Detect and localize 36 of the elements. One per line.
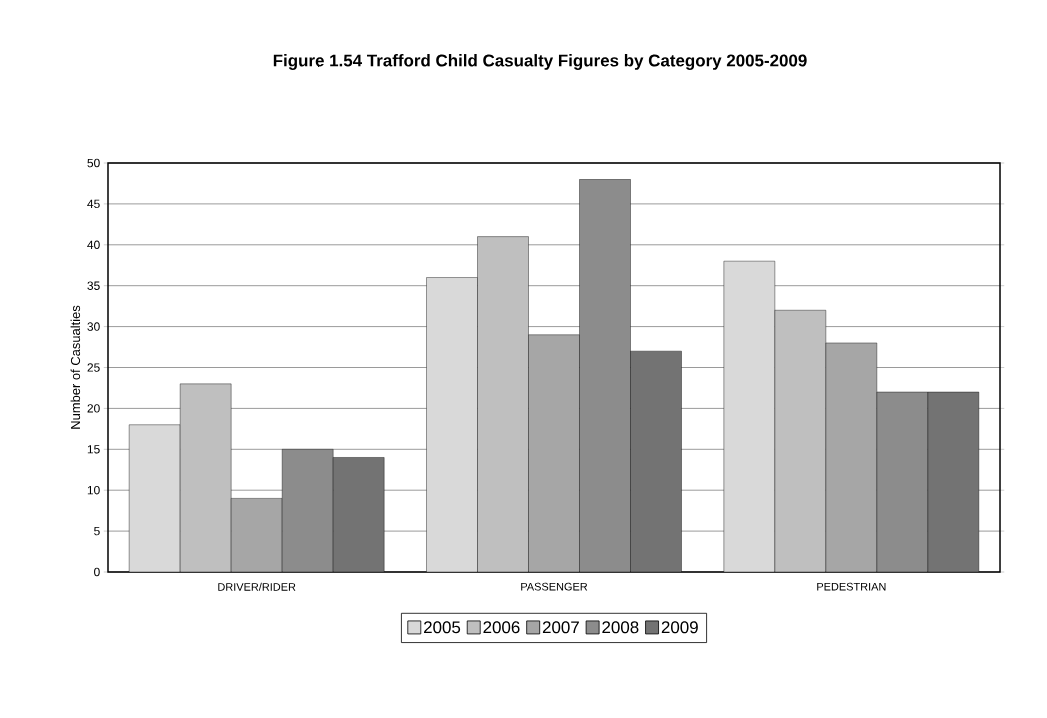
x-tick-label: PEDESTRIAN <box>817 582 886 591</box>
y-tick-label: 10 <box>87 485 100 495</box>
y-tick-label: 50 <box>87 158 100 168</box>
bar <box>630 350 682 572</box>
legend-label: 2006 <box>483 621 520 634</box>
x-tick-label: PASSENGER <box>521 582 588 591</box>
y-tick-label: 35 <box>87 281 100 290</box>
bar <box>927 391 980 572</box>
y-tick-label: 40 <box>87 240 100 250</box>
x-tick-label: DRIVER/RIDER <box>218 582 296 591</box>
chart-title: Figure 1.54 Trafford Child Casualty Figures by Category 2005-2009 <box>273 54 807 70</box>
legend-label: 2007 <box>542 621 579 634</box>
legend-label: 2009 <box>661 621 698 634</box>
y-tick-label: 0 <box>94 567 100 577</box>
bar <box>281 449 334 572</box>
y-axis-title: Number of Casualties <box>70 305 81 429</box>
bar <box>528 334 580 572</box>
bar <box>230 498 283 572</box>
bar <box>723 260 776 572</box>
y-tick-label: 25 <box>87 363 100 372</box>
bar <box>426 277 478 572</box>
bar <box>179 383 232 572</box>
y-tick-label: 30 <box>87 322 100 331</box>
y-tick-label: 15 <box>87 445 100 454</box>
y-tick-label: 45 <box>87 199 100 209</box>
bar <box>825 342 878 572</box>
legend-label: 2005 <box>424 621 461 634</box>
bar <box>579 179 631 572</box>
y-tick-label: 20 <box>87 404 100 413</box>
legend-label: 2008 <box>602 621 639 634</box>
bar <box>774 310 827 572</box>
bar <box>477 236 529 572</box>
bar <box>128 424 181 572</box>
bar <box>876 391 929 572</box>
bar <box>332 457 385 572</box>
y-tick-label: 5 <box>94 526 100 536</box>
